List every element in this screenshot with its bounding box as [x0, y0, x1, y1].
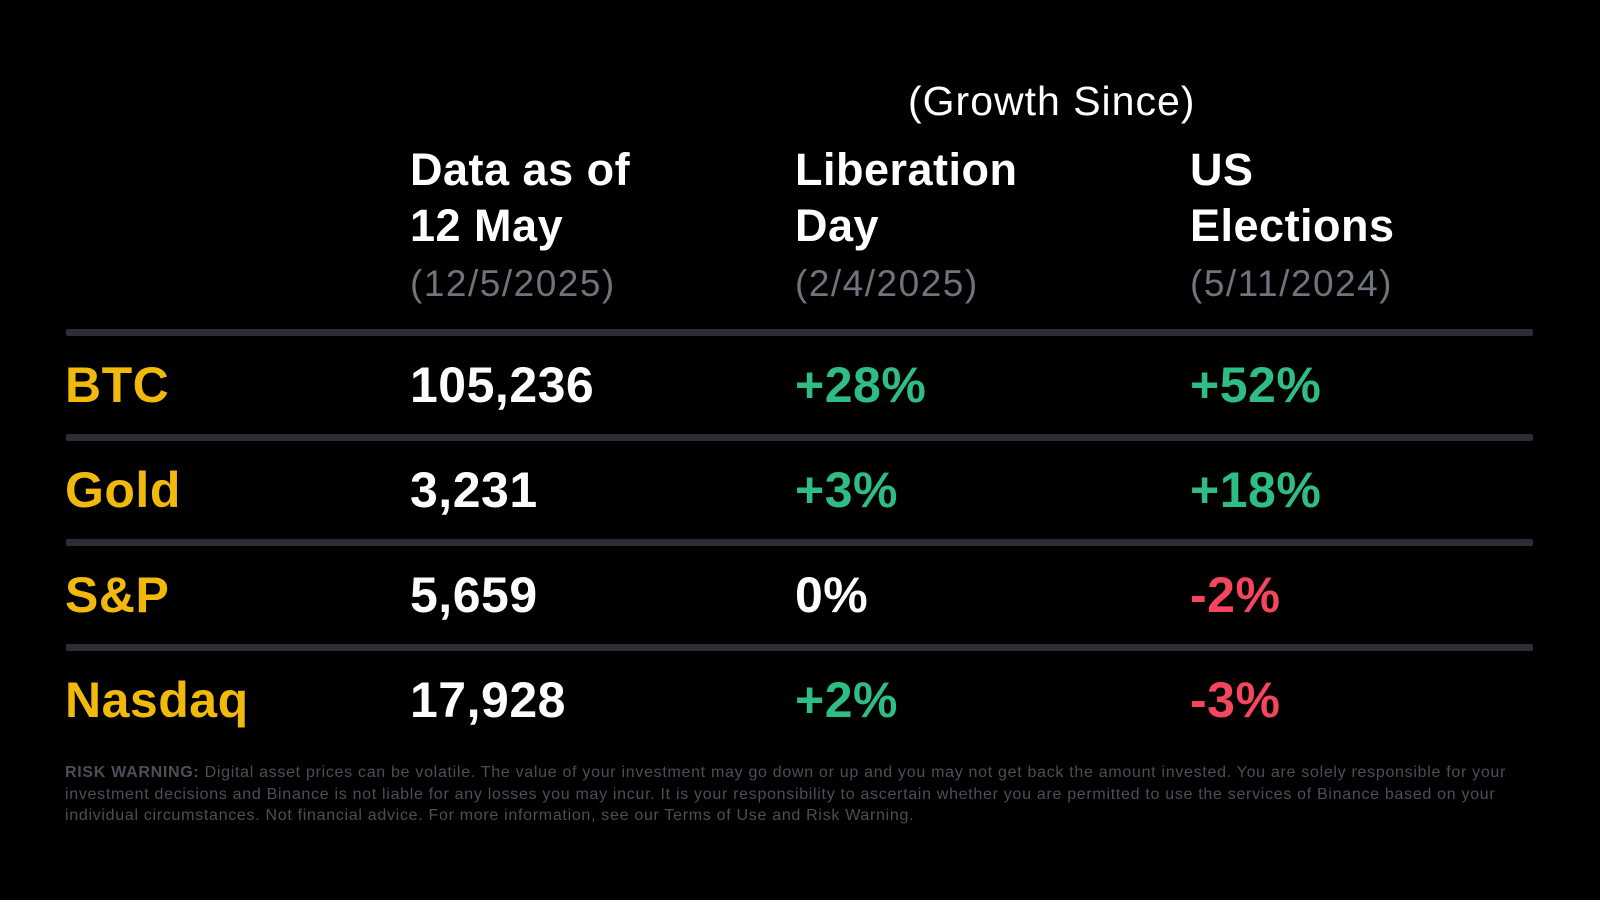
- table-row-nasdaq: Nasdaq 17,928 +2% -3%: [0, 651, 1600, 749]
- column-header-liberation-day: Liberation Day (2/4/2025): [795, 142, 1190, 305]
- asset-label: Gold: [65, 462, 181, 518]
- column-date: (12/5/2025): [410, 263, 616, 304]
- asset-label: S&P: [65, 567, 170, 623]
- growth-liberation-day: +3%: [795, 462, 898, 518]
- asset-value: 5,659: [410, 567, 538, 623]
- risk-warning-text: Digital asset prices can be volatile. Th…: [65, 764, 1507, 824]
- asset-value: 3,231: [410, 462, 538, 518]
- asset-value: 105,236: [410, 357, 595, 413]
- growth-since-title: (Growth Since): [908, 78, 1196, 124]
- header-spacer: [65, 142, 410, 305]
- table-row-gold: Gold 3,231 +3% +18%: [0, 441, 1600, 539]
- table-row-sp: S&P 5,659 0% -2%: [0, 546, 1600, 644]
- table-header-row: Data as of 12 May (12/5/2025) Liberation…: [0, 142, 1600, 305]
- column-header-data-as-of: Data as of 12 May (12/5/2025): [410, 142, 795, 305]
- growth-us-elections: +18%: [1190, 462, 1322, 518]
- row-divider: [66, 434, 1533, 441]
- growth-liberation-day: +28%: [795, 357, 927, 413]
- column-title-line1: Liberation: [795, 144, 1018, 195]
- risk-warning: RISK WARNING: Digital asset prices can b…: [65, 762, 1533, 827]
- column-title-line1: US: [1190, 144, 1254, 195]
- column-title-line2: 12 May: [410, 200, 564, 251]
- risk-warning-label: RISK WARNING:: [65, 764, 200, 781]
- table-row-btc: BTC 105,236 +28% +52%: [0, 336, 1600, 434]
- column-title-line2: Elections: [1190, 200, 1395, 251]
- growth-us-elections: -3%: [1190, 672, 1281, 728]
- column-header-us-elections: US Elections (5/11/2024): [1190, 142, 1533, 305]
- column-date: (5/11/2024): [1190, 263, 1393, 304]
- data-table: BTC 105,236 +28% +52% Gold 3,231 +3% +18…: [0, 329, 1600, 749]
- growth-us-elections: -2%: [1190, 567, 1281, 623]
- asset-label: BTC: [65, 357, 170, 413]
- row-divider: [66, 644, 1533, 651]
- column-title-line2: Day: [795, 200, 880, 251]
- growth-liberation-day: +2%: [795, 672, 898, 728]
- growth-us-elections: +52%: [1190, 357, 1322, 413]
- growth-liberation-day: 0%: [795, 567, 869, 623]
- asset-value: 17,928: [410, 672, 566, 728]
- asset-label: Nasdaq: [65, 672, 249, 728]
- row-divider: [66, 539, 1533, 546]
- row-divider: [66, 329, 1533, 336]
- column-title-line1: Data as of: [410, 144, 631, 195]
- column-date: (2/4/2025): [795, 263, 979, 304]
